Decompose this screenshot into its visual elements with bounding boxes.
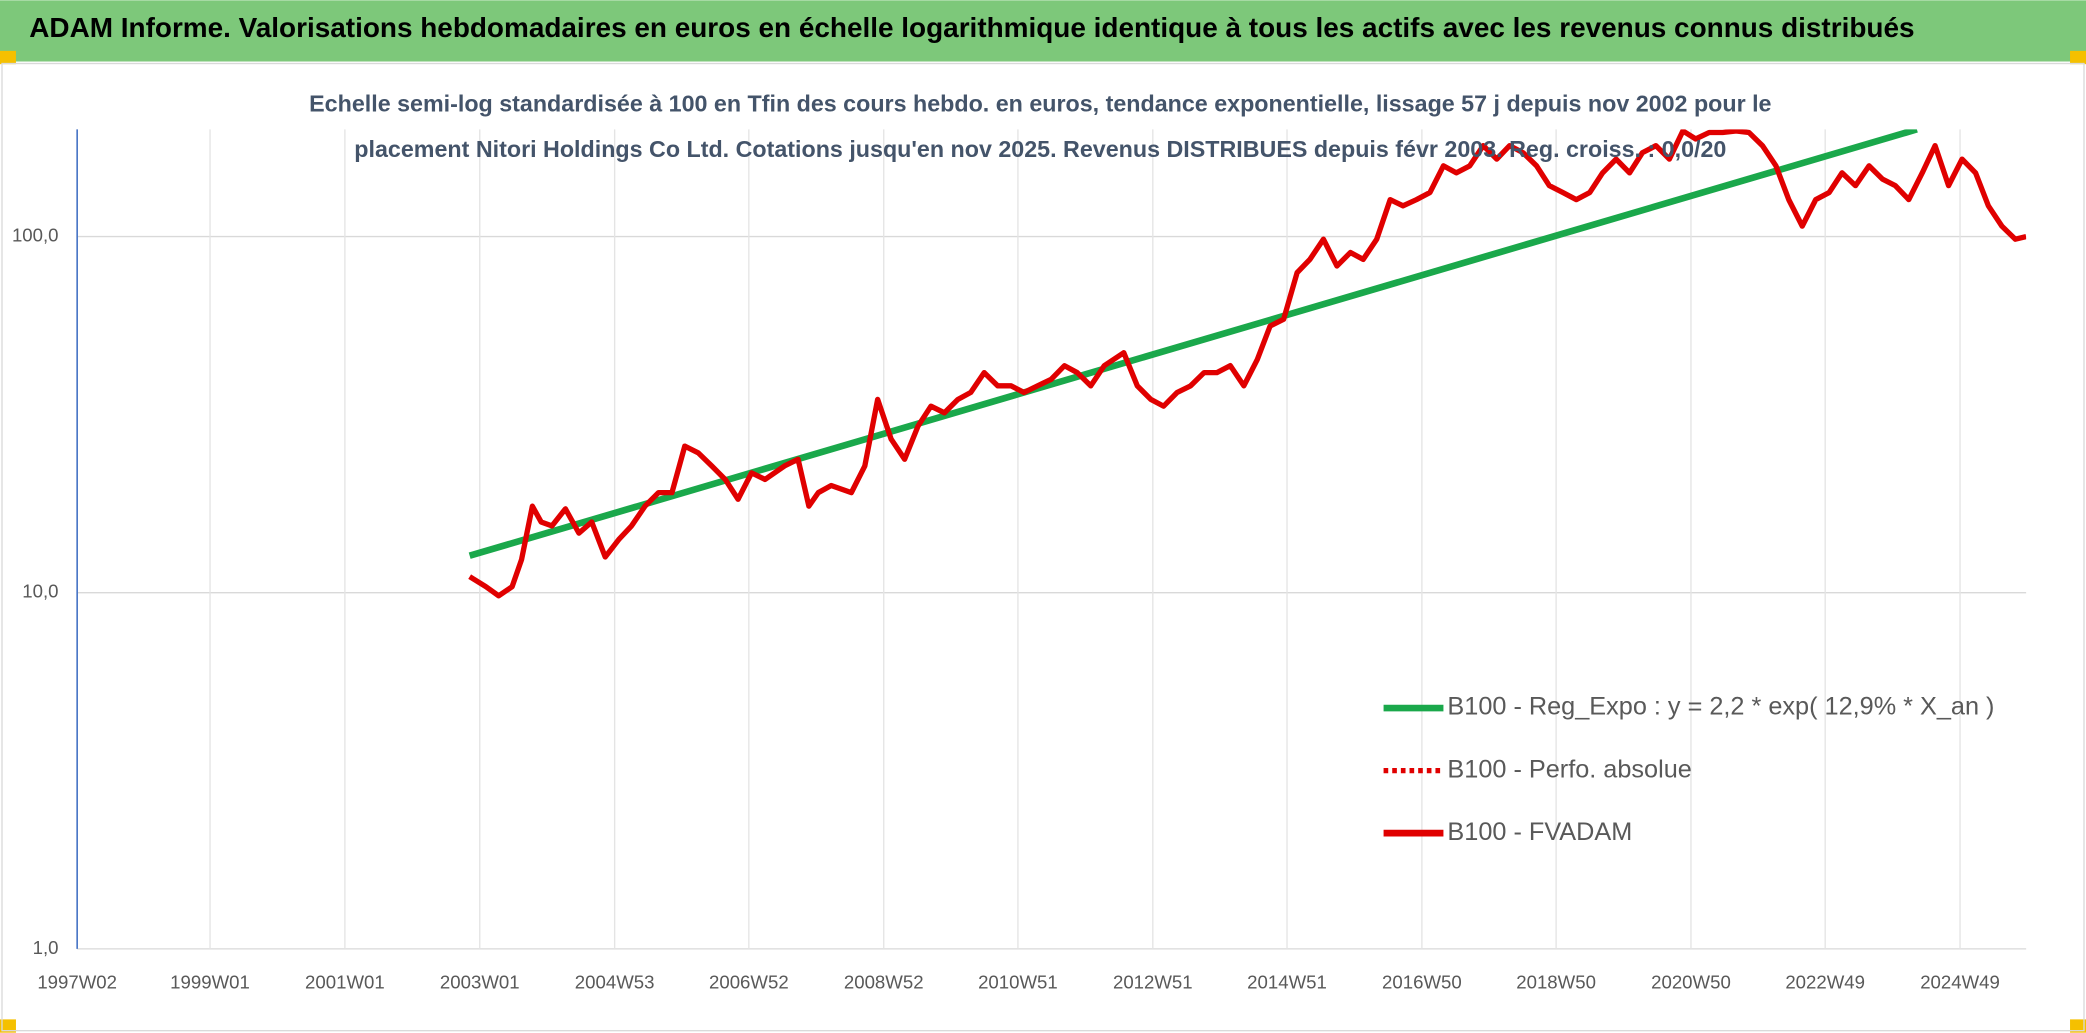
x-tick-label: 2006W52 <box>709 971 789 992</box>
chart-subtitle: placement Nitori Holdings Co Ltd. Cotati… <box>354 136 1726 162</box>
title-banner <box>0 0 2086 62</box>
x-tick-label: 1997W02 <box>37 971 117 992</box>
chart-title: ADAM Informe. Valorisations hebdomadaire… <box>29 12 1914 43</box>
legend-label: B100 - Reg_Expo : y = 2,2 * exp( 12,9% *… <box>1447 693 1994 721</box>
corner-tab <box>2070 1019 2086 1033</box>
x-tick-label: 2001W01 <box>305 971 385 992</box>
x-tick-label: 1999W01 <box>170 971 250 992</box>
x-tick-label: 2003W01 <box>440 971 520 992</box>
corner-tab <box>0 50 16 65</box>
x-tick-label: 2016W50 <box>1382 971 1462 992</box>
x-tick-label: 2022W49 <box>1785 971 1865 992</box>
x-tick-label: 2010W51 <box>978 971 1058 992</box>
series-line <box>468 129 1918 559</box>
y-tick-label: 10,0 <box>22 581 58 602</box>
corner-tab <box>2070 50 2086 65</box>
legend-label: B100 - Perfo. absolue <box>1447 755 1691 783</box>
corner-tab <box>0 1019 16 1033</box>
x-tick-label: 2008W52 <box>844 971 924 992</box>
x-tick-label: 2014W51 <box>1247 971 1327 992</box>
series-line <box>468 129 2027 599</box>
legend-label: B100 - FVADAM <box>1447 818 1632 846</box>
x-tick-label: 2024W49 <box>1920 971 2000 992</box>
x-tick-label: 2018W50 <box>1516 971 1596 992</box>
x-tick-label: 2012W51 <box>1113 971 1193 992</box>
x-tick-label: 2020W50 <box>1651 971 1731 992</box>
y-tick-label: 100,0 <box>12 224 59 245</box>
chart-subtitle: Echelle semi-log standardisée à 100 en T… <box>309 91 1771 117</box>
chart-border <box>1 62 2085 1032</box>
x-tick-label: 2004W53 <box>575 971 655 992</box>
y-tick-label: 1,0 <box>33 937 59 958</box>
